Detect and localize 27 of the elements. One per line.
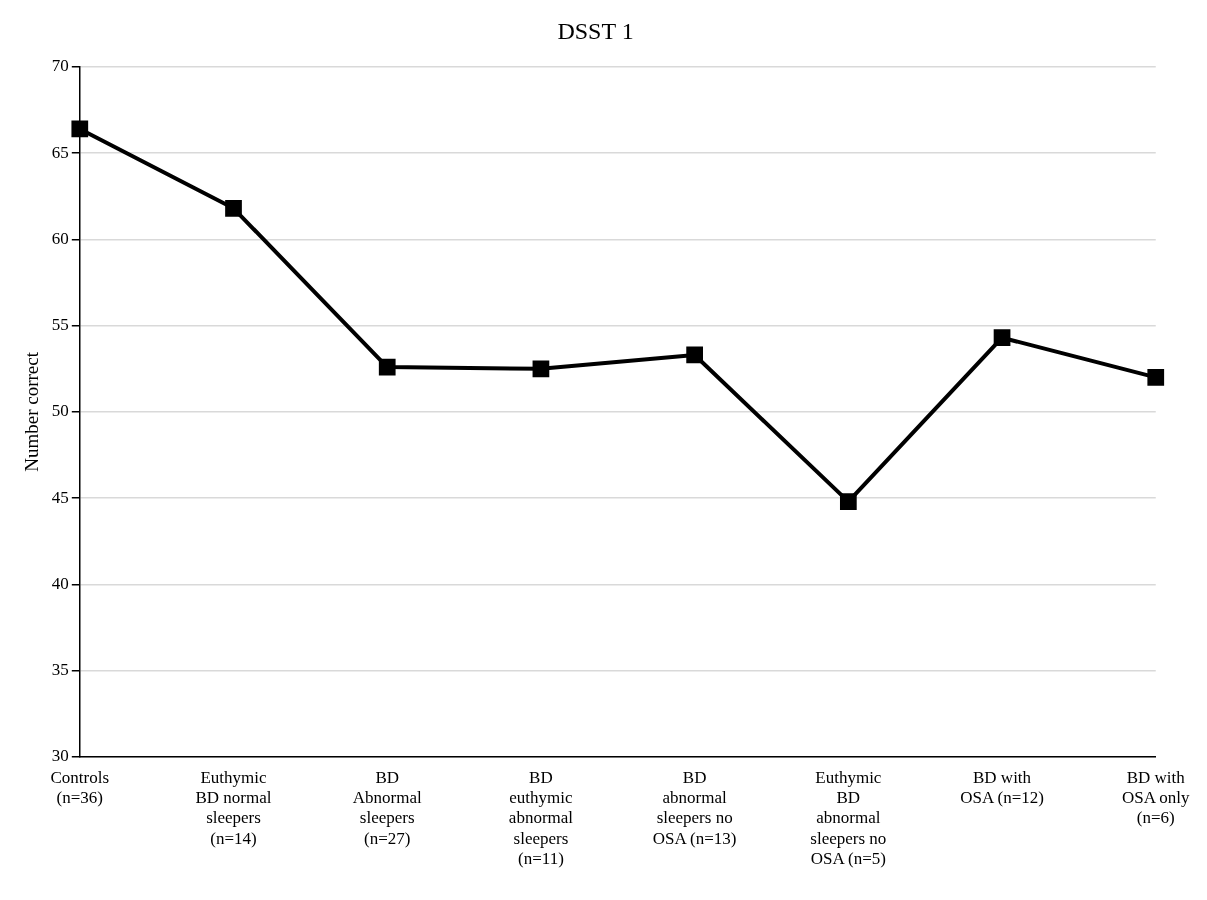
y-tick-label: 40 bbox=[51, 573, 69, 593]
x-tick-label: BD abnormal sleepers no OSA (n=13) bbox=[652, 767, 737, 848]
y-tick-label: 65 bbox=[51, 142, 69, 162]
point bbox=[839, 493, 857, 510]
point bbox=[225, 199, 242, 217]
y-tick-label: 70 bbox=[51, 56, 69, 76]
x-tick-label: Euthymic BD abnormal sleepers no OSA (n=5) bbox=[810, 767, 887, 869]
x-tick-label: Euthymic BD normal sleepers (n=14) bbox=[195, 767, 272, 848]
y-axis-title: Number correct bbox=[21, 351, 43, 472]
chart-title: DSST 1 bbox=[557, 17, 634, 44]
point bbox=[993, 329, 1011, 347]
x-tick-label: BD with OSA only (n=6) bbox=[1121, 767, 1191, 828]
y-tick-label: 45 bbox=[51, 487, 69, 507]
y-tick-label: 35 bbox=[51, 660, 69, 680]
x-tick-label: Controls (n=36) bbox=[50, 767, 110, 808]
point bbox=[378, 358, 396, 376]
x-tick-label: BD with OSA (n=12) bbox=[960, 767, 1044, 808]
point bbox=[532, 360, 550, 378]
x-tick-label: BD Abnormal sleepers (n=27) bbox=[352, 767, 422, 848]
x-tick-label: BD euthymic abnormal sleepers (n=11) bbox=[508, 767, 574, 869]
y-tick-label: 30 bbox=[51, 746, 69, 766]
point bbox=[1147, 369, 1165, 386]
point bbox=[71, 120, 89, 138]
point bbox=[686, 346, 703, 364]
y-tick-label: 50 bbox=[51, 401, 69, 421]
y-tick-label: 60 bbox=[51, 228, 69, 248]
y-tick-label: 55 bbox=[51, 315, 69, 335]
